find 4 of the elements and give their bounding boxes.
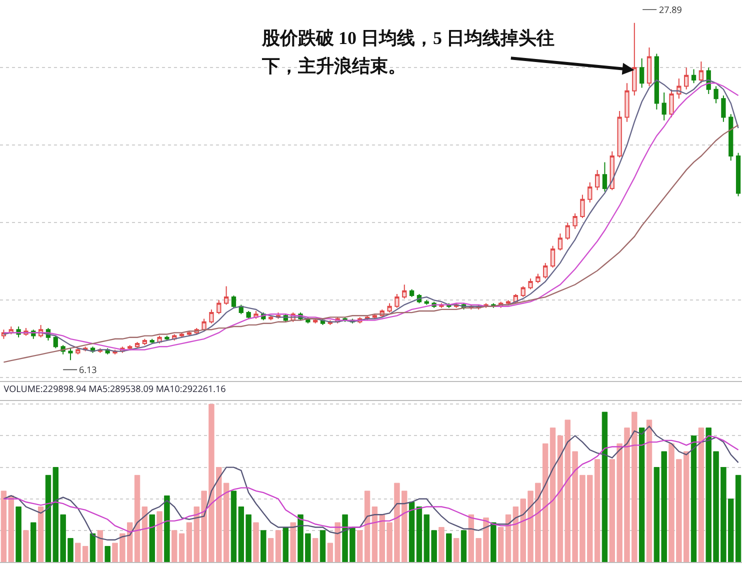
chart-title: VOLUME:229898.94 MA5:289538.09 MA10:292261.16 (4, 382, 226, 396)
text: 6.13 (79, 363, 97, 376)
text: 27.89 (659, 3, 682, 16)
annotation: 股价跌破 10 日均线，5 日均线掉头往下，主升浪结束。 (262, 27, 556, 78)
